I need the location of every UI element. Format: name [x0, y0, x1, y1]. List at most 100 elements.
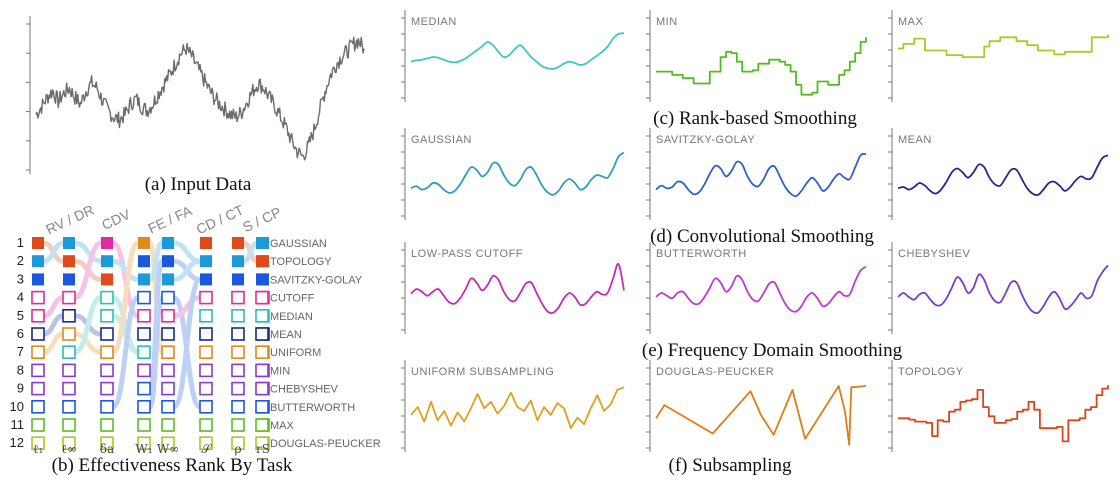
rank-cell-savitzky	[32, 273, 44, 286]
rank-cell-butterworth	[199, 399, 213, 414]
rank-cell-douglas	[137, 436, 151, 451]
rank-connector	[110, 258, 141, 282]
panel-label-max: MAX	[898, 16, 924, 28]
rank-cell-cutoff	[161, 308, 175, 323]
rank-connector	[147, 295, 165, 410]
series-line-douglas	[655, 385, 867, 446]
rank-connector	[241, 240, 260, 264]
series-line-topology	[898, 385, 1109, 443]
line-panels: MEDIAN MIN MAX GAUSSIAN SAVITZKY-GOLAY MEAN LO…	[26, 10, 1109, 452]
task-group-header: CDV	[99, 206, 133, 233]
rank-connector	[72, 240, 104, 264]
rank-cell-min	[231, 363, 245, 378]
legend-label-douglas: DOUGLAS-PEUCKER	[270, 438, 381, 450]
caption-rank-based: (c) Rank-based Smoothing	[653, 108, 857, 129]
legend-label-savitzky: SAVITZKY-GOLAY	[270, 274, 363, 286]
rank-label: 4	[17, 290, 24, 305]
rank-cell-douglas	[161, 436, 175, 451]
rank-connector	[41, 313, 66, 337]
rank-cell-max	[161, 418, 175, 432]
rank-cell-cutoff	[101, 237, 113, 249]
rank-cell-max	[231, 418, 245, 432]
series-line-chebyshev	[897, 264, 1109, 315]
metric-label: rS	[256, 442, 270, 456]
rank-cell-topology	[232, 237, 244, 249]
rank-cell-topology	[101, 273, 113, 286]
legend-swatch-topology	[256, 255, 268, 268]
legend-swatch-min	[255, 363, 269, 378]
series-line-mean	[897, 154, 1109, 197]
rank-label: 7	[17, 344, 24, 359]
rank-cell-max	[137, 418, 151, 432]
rank-label: 12	[10, 435, 24, 450]
legend-swatch-median	[255, 308, 269, 323]
rank-cell-butterworth	[100, 399, 114, 414]
rank-cell-cutoff	[137, 308, 151, 323]
legend-swatch-chebyshev	[255, 381, 269, 396]
panel-label-butterworth: BUTTERWORTH	[656, 248, 747, 260]
rank-cell-gaussian	[162, 237, 174, 249]
rank-cell-chebyshev	[31, 381, 45, 396]
rank-cell-chebyshev	[199, 381, 213, 396]
rank-connector	[147, 240, 165, 355]
series-line-gaussian	[410, 151, 625, 196]
rank-cell-gaussian	[200, 255, 212, 268]
rank-connector	[241, 240, 260, 264]
rank-connector	[41, 331, 66, 355]
rank-connector	[72, 313, 104, 337]
rank-cell-chebyshev	[161, 381, 175, 396]
metric-label: W₁	[135, 442, 152, 456]
rank-cell-topology	[200, 237, 212, 249]
legend-swatch-savitzky	[256, 273, 268, 286]
series-line-max	[898, 34, 1109, 58]
rank-cell-gaussian	[232, 255, 244, 268]
legend-label-max: MAX	[270, 420, 295, 432]
series-line-min	[656, 37, 867, 96]
rank-connector	[110, 240, 141, 355]
metric-label: ℓ∞	[61, 442, 77, 456]
rank-connector	[171, 276, 203, 410]
task-group-header: RV / DR	[43, 201, 96, 237]
metric-label: ℓ₁	[33, 442, 44, 456]
task-group-header: FE / FA	[145, 202, 195, 237]
rank-cell-douglas	[199, 436, 213, 451]
rank-cell-butterworth	[231, 399, 245, 414]
panel-label-gaussian: GAUSSIAN	[411, 134, 472, 146]
rank-cell-mean	[31, 327, 45, 341]
rank-cell-savitzky	[138, 255, 150, 268]
rank-cell-savitzky	[161, 399, 175, 414]
rank-cell-median	[199, 308, 213, 323]
panel-gaussian: GAUSSIAN	[401, 128, 625, 220]
rank-label: 2	[17, 253, 24, 268]
rank-cell-douglas	[100, 436, 114, 451]
rank-connector	[72, 295, 104, 355]
rank-cell-uniform	[138, 237, 150, 249]
rank-chart: RV / DR CDV FE / FA CD / CTS / CP1234567891…	[10, 201, 381, 456]
panel-label-lowpass: LOW-PASS CUTOFF	[411, 248, 523, 260]
rank-cell-median	[100, 308, 114, 323]
rank-cell-uniform	[161, 345, 175, 360]
rank-cell-median	[62, 345, 76, 360]
rank-cell-mean	[231, 327, 245, 341]
rank-cell-gaussian	[101, 255, 113, 268]
legend-swatch-gaussian	[256, 237, 268, 249]
caption-effectiveness-rank: (b) Effectiveness Rank By Task	[52, 455, 293, 476]
rank-connector	[171, 258, 203, 282]
panel-max: MAX	[888, 10, 1109, 102]
rank-cell-mean	[199, 327, 213, 341]
caption-convolutional: (d) Convolutional Smoothing	[650, 226, 874, 247]
rank-cell-min	[62, 363, 76, 378]
panel-uniform: UNIFORM SUBSAMPLING	[401, 360, 625, 452]
rank-cell-cutoff	[31, 308, 45, 323]
panel-input	[26, 16, 365, 174]
panel-label-uniform: UNIFORM SUBSAMPLING	[411, 366, 554, 378]
metric-label: δa	[100, 442, 114, 456]
metric-label: 𝒮	[201, 442, 212, 456]
legend-swatch-douglas	[255, 436, 269, 451]
rank-cell-topology	[32, 237, 44, 249]
rank-cell-max	[31, 418, 45, 432]
metric-label: ρ	[234, 442, 241, 456]
legend-label-chebyshev: CHEBYSHEV	[270, 384, 339, 396]
rank-connectors	[41, 240, 260, 410]
panel-douglas: DOUGLAS-PEUCKER	[646, 360, 867, 452]
